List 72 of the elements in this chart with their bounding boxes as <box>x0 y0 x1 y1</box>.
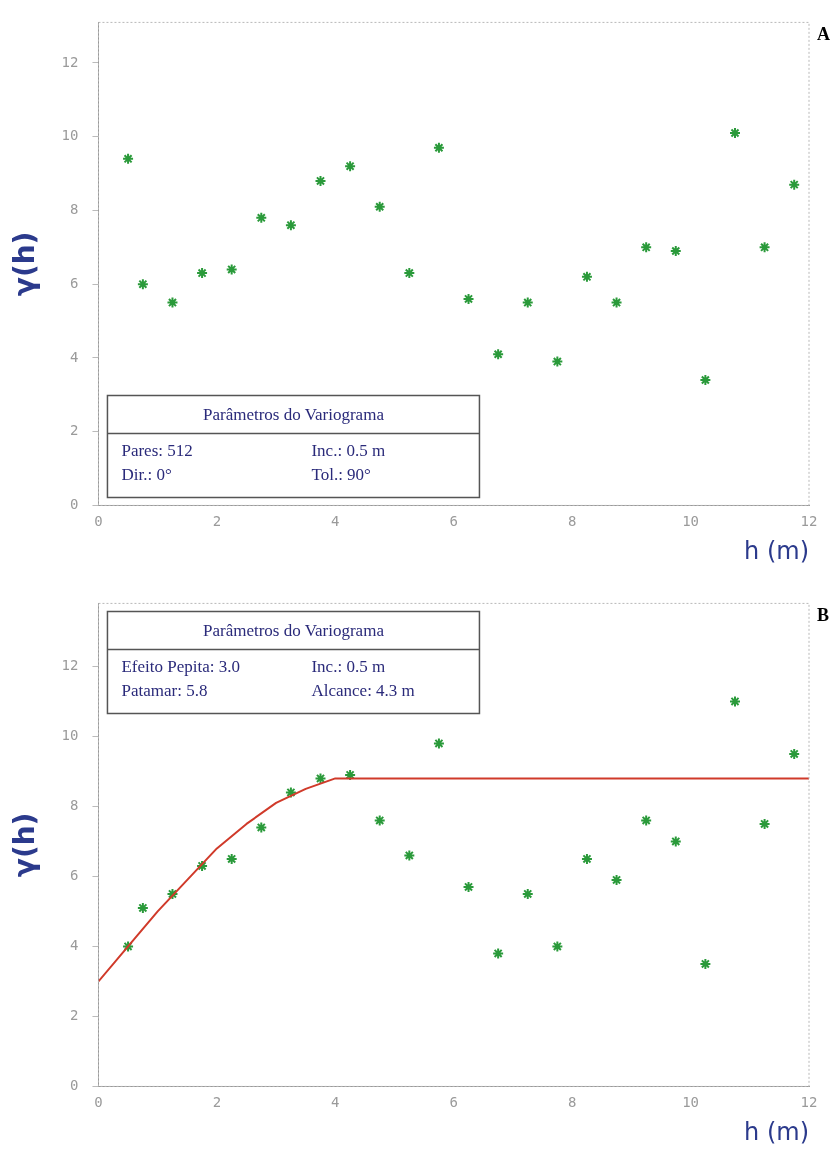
point <box>669 245 682 257</box>
point <box>403 849 416 862</box>
y-tick-label: 4 <box>70 348 79 365</box>
y-tick-label: 2 <box>70 422 79 439</box>
annotation: Inc.: 0.5 m <box>311 440 386 460</box>
y-tick-label: 10 <box>61 727 79 744</box>
y-tick-label: 8 <box>70 797 79 814</box>
point <box>492 348 505 361</box>
point <box>284 219 297 232</box>
y-tick-label: 0 <box>70 1077 79 1094</box>
y-tick-label: 10 <box>61 127 79 144</box>
point <box>255 821 268 834</box>
annotation: Tol.: 90° <box>311 464 371 484</box>
point <box>373 200 386 213</box>
annotation: Parâmetros do Variograma <box>202 404 385 424</box>
point <box>136 278 149 291</box>
annotation: Inc.: 0.5 m <box>311 656 386 676</box>
point <box>551 355 564 368</box>
x-axis-title: h (m) <box>744 1117 809 1146</box>
y-tick-label: 4 <box>70 937 79 954</box>
point <box>122 940 135 953</box>
point <box>551 940 564 953</box>
point <box>521 296 534 309</box>
point <box>492 947 505 960</box>
annotation: Pares: 512 <box>121 440 193 460</box>
annotation: Alcance: 4.3 m <box>311 680 415 700</box>
chart-title: A <box>817 24 830 45</box>
x-tick-label: 8 <box>567 513 577 530</box>
chart-title: B <box>817 605 830 626</box>
y-tick-label: 0 <box>70 496 79 513</box>
x-tick-label: 0 <box>94 513 103 530</box>
point <box>373 814 386 827</box>
y-tick-label: 12 <box>61 657 79 674</box>
y-tick-label: 6 <box>70 867 79 884</box>
annotation: Parâmetros do Variograma <box>202 620 385 640</box>
point <box>225 263 238 276</box>
point <box>610 296 623 309</box>
y-axis-title: γ(h) <box>8 231 42 297</box>
x-tick-label: 10 <box>682 1094 700 1111</box>
y-tick-label: 2 <box>70 1007 79 1024</box>
x-tick-label: 4 <box>331 513 340 530</box>
point <box>758 241 771 254</box>
x-tick-label: 0 <box>94 1094 103 1111</box>
point <box>788 178 801 191</box>
point <box>255 211 268 224</box>
point <box>432 141 445 154</box>
point <box>344 160 357 173</box>
point <box>284 786 297 799</box>
x-tick-label: 6 <box>449 1094 458 1111</box>
x-tick-label: 6 <box>449 513 458 530</box>
x-tick-label: 12 <box>800 513 818 530</box>
x-axis-title: h (m) <box>744 536 809 565</box>
x-tick-label: 2 <box>212 513 222 530</box>
annotation: Dir.: 0° <box>121 464 172 484</box>
y-tick-label: 8 <box>70 201 79 218</box>
point <box>432 737 445 750</box>
annotation: Patamar: 5.8 <box>121 680 208 700</box>
x-tick-label: 12 <box>800 1094 818 1111</box>
x-tick-label: 8 <box>567 1094 577 1111</box>
y-tick-label: 6 <box>70 274 79 291</box>
point <box>669 835 682 848</box>
point <box>640 241 653 254</box>
point <box>580 270 593 283</box>
y-tick-label: 12 <box>61 53 79 70</box>
x-tick-label: 10 <box>682 513 700 530</box>
point <box>166 296 179 309</box>
point <box>122 152 135 165</box>
x-tick-label: 4 <box>331 1094 340 1111</box>
point <box>640 814 653 827</box>
annotation: Efeito Pepita: 3.0 <box>121 656 240 676</box>
x-tick-label: 2 <box>212 1094 222 1111</box>
y-axis-title: γ(h) <box>8 812 42 878</box>
